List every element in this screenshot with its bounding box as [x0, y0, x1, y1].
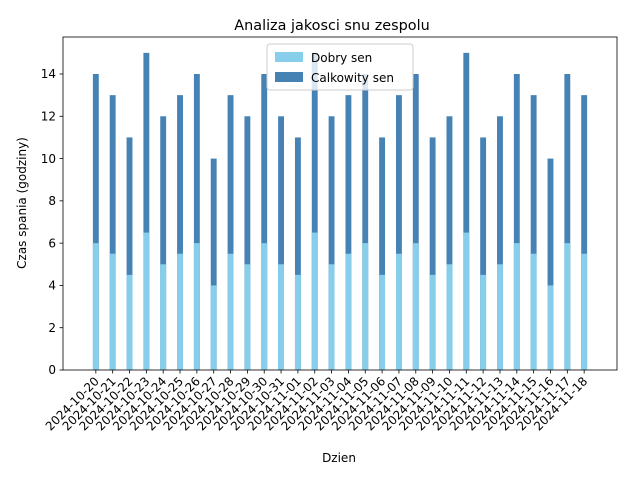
bar-good-sleep	[109, 253, 116, 370]
bar-total-sleep	[143, 52, 150, 371]
bar-good-sleep	[429, 274, 436, 370]
bar-total-sleep	[294, 137, 301, 370]
bar-total-sleep	[547, 158, 554, 370]
legend-swatch	[275, 52, 303, 62]
legend-box	[266, 43, 414, 91]
bar-total-sleep	[480, 137, 487, 370]
y-tick-label: 14	[41, 67, 56, 81]
bar-total-sleep	[581, 95, 588, 370]
bar-total-sleep	[328, 116, 335, 370]
bar-total-sleep	[177, 95, 183, 370]
bar-good-sleep	[530, 253, 537, 370]
y-tick-label: 6	[48, 236, 56, 250]
bar-good-sleep	[278, 264, 285, 370]
bar-good-sleep	[362, 243, 369, 370]
bar-good-sleep	[311, 232, 318, 370]
legend-label: Calkowity sen	[311, 71, 394, 85]
bar-total-sleep	[429, 137, 436, 370]
plot-frame	[62, 36, 618, 371]
legend: Dobry sen Calkowity sen	[266, 43, 414, 91]
bar-total-sleep	[412, 74, 419, 370]
bar-good-sleep	[581, 253, 588, 370]
bar-good-sleep	[261, 243, 268, 370]
bar-good-sleep	[446, 264, 453, 370]
bar-total-sleep	[564, 74, 571, 370]
bar-good-sleep	[379, 274, 386, 370]
bar-good-sleep	[547, 285, 554, 370]
bar-good-sleep	[210, 285, 217, 370]
bar-total-sleep	[497, 116, 503, 370]
y-tick-label: 0	[48, 363, 56, 377]
bar-good-sleep	[328, 264, 335, 370]
y-axis-label: Czas spania (godziny)	[15, 137, 29, 269]
bar-good-sleep	[513, 243, 520, 370]
bar-total-sleep	[210, 158, 217, 370]
bar-good-sleep	[345, 253, 352, 370]
bar-total-sleep	[109, 95, 116, 370]
bar-good-sleep	[463, 232, 470, 370]
bar-good-sleep	[395, 253, 402, 370]
bar-good-sleep	[412, 243, 419, 370]
bar-good-sleep	[564, 243, 571, 370]
bar-total-sleep	[446, 116, 453, 370]
chart-title: Analiza jakosci snu zespolu	[234, 18, 429, 34]
y-tick-label: 2	[48, 321, 56, 335]
bar-total-sleep	[395, 95, 402, 370]
bar-total-sleep	[530, 95, 537, 370]
bar-total-sleep	[463, 52, 470, 371]
bar-good-sleep	[244, 264, 251, 370]
bar-total-sleep	[92, 74, 99, 370]
bar-good-sleep	[160, 264, 167, 370]
x-axis-label: Dzien	[322, 451, 356, 465]
bar-total-sleep	[126, 137, 133, 370]
y-tick-label: 10	[41, 152, 56, 166]
bar-good-sleep	[294, 274, 301, 370]
bar-total-sleep	[362, 74, 369, 370]
bar-total-sleep	[311, 52, 318, 371]
bar-good-sleep	[497, 264, 503, 370]
bar-good-sleep	[177, 253, 183, 370]
y-tick-label: 12	[41, 109, 56, 123]
bar-good-sleep	[227, 253, 234, 370]
bar-good-sleep	[126, 274, 133, 370]
bar-good-sleep	[480, 274, 487, 370]
bar-total-sleep	[244, 116, 251, 370]
bar-total-sleep	[379, 137, 386, 370]
bar-good-sleep	[143, 232, 150, 370]
legend-swatch	[275, 72, 303, 82]
bar-total-sleep	[345, 95, 352, 370]
bar-total-sleep	[227, 95, 234, 370]
legend-label: Dobry sen	[311, 51, 372, 65]
bar-total-sleep	[278, 116, 285, 370]
bar-good-sleep	[193, 243, 200, 370]
bar-total-sleep	[261, 74, 268, 370]
plot-area: 024681012142024-10-202024-10-212024-10-2…	[41, 36, 618, 433]
bar-total-sleep	[513, 74, 520, 370]
bar-total-sleep	[193, 74, 200, 370]
y-tick-label: 4	[48, 279, 56, 293]
bar-total-sleep	[160, 116, 167, 370]
y-tick-label: 8	[48, 194, 56, 208]
bar-good-sleep	[92, 243, 99, 370]
